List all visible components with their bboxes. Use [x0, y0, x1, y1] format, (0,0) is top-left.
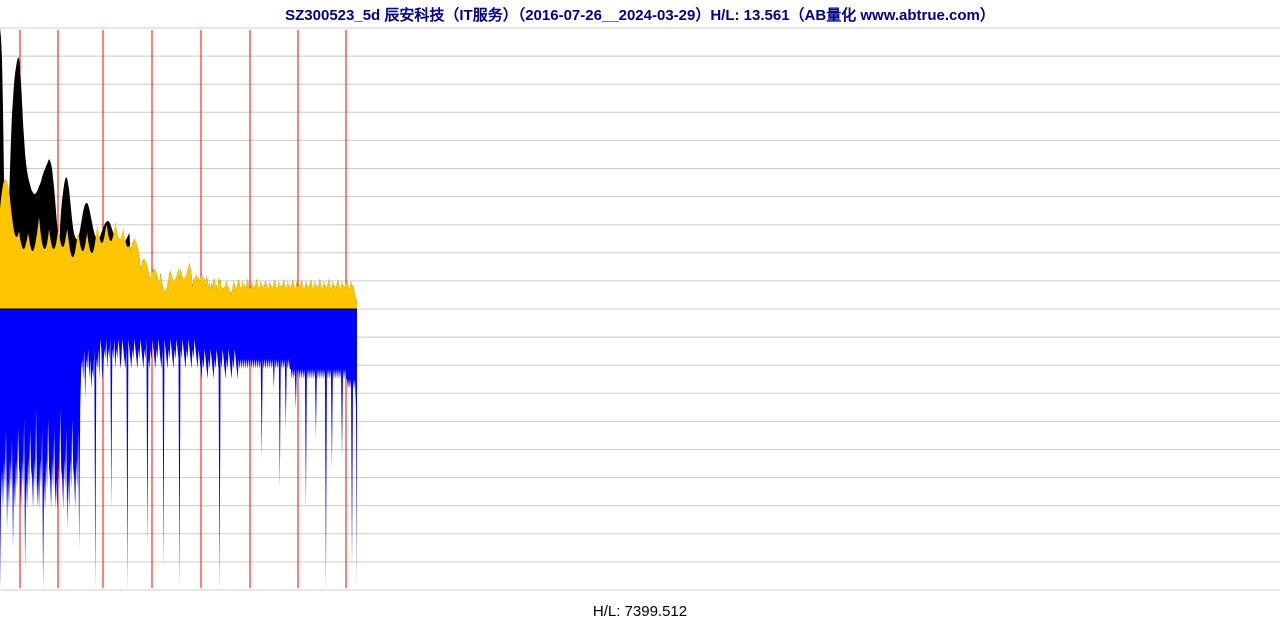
- chart-footer: H/L: 7399.512: [0, 603, 1280, 620]
- stock-chart: SZ300523_5d 辰安科技（IT服务）（2016-07-26__2024-…: [0, 0, 1280, 620]
- data-series: [0, 0, 1280, 620]
